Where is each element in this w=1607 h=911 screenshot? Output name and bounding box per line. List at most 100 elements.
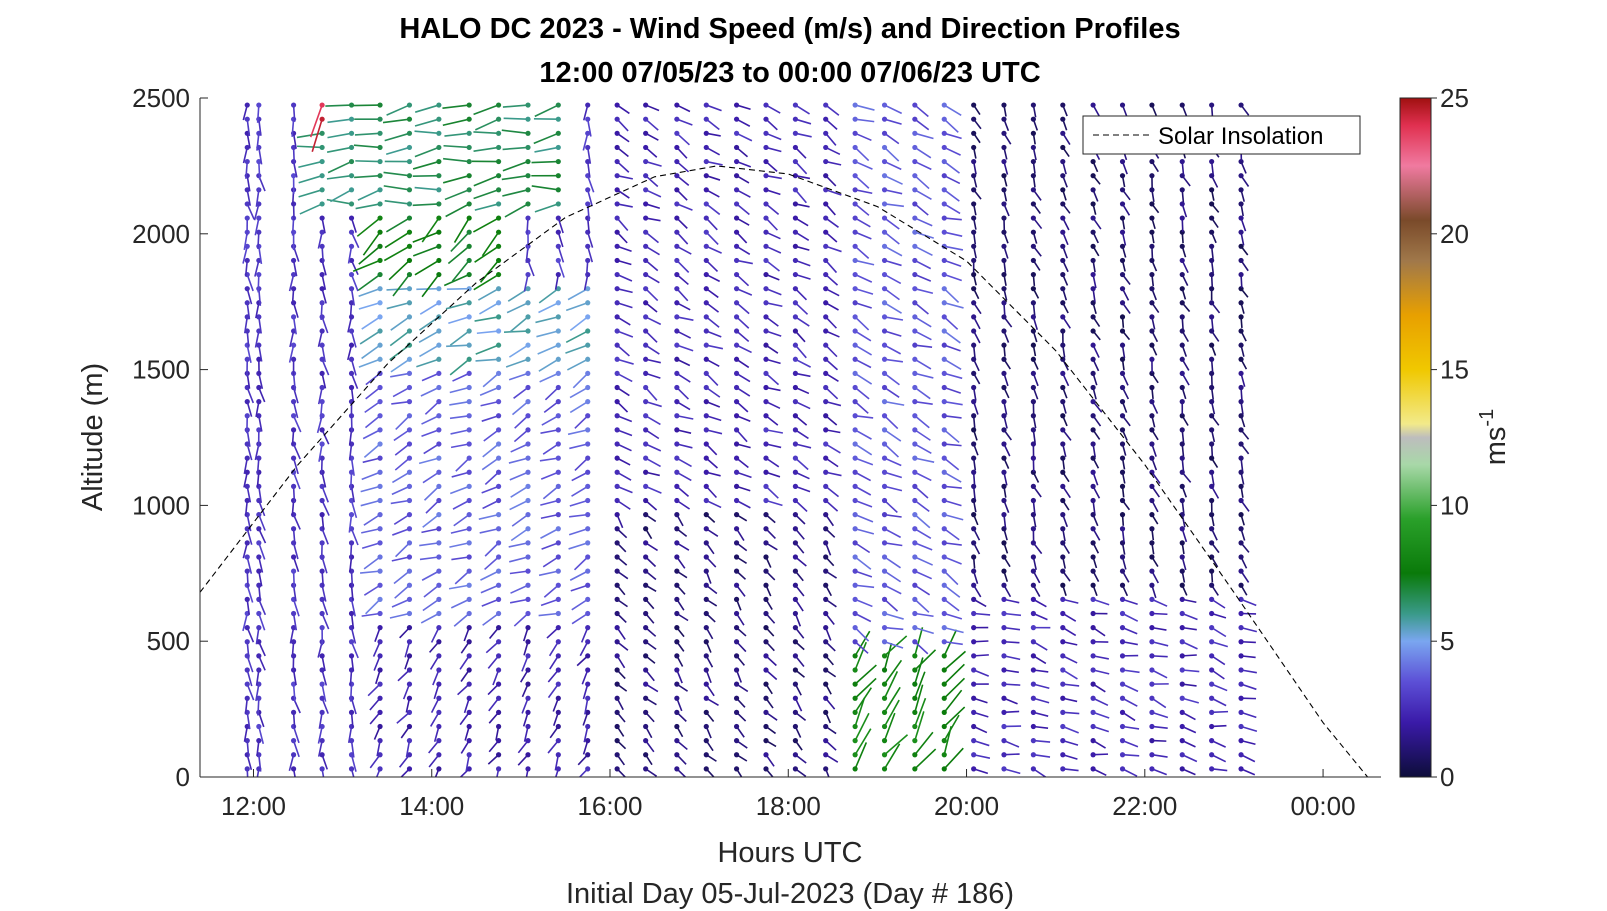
wind-barb-point [406, 102, 413, 108]
wind-barb-shaft [321, 613, 330, 630]
wind-barb-point [256, 102, 262, 108]
wind-barb-point [912, 667, 918, 673]
wind-barb-shaft [349, 669, 353, 686]
wind-barb-point [319, 144, 325, 151]
wind-barb-point [495, 413, 502, 419]
wind-barb-point [555, 653, 561, 659]
wind-barb-point [881, 229, 888, 235]
wind-barb-shaft [943, 457, 960, 471]
wind-barb-shaft [944, 513, 964, 521]
wind-barb-point [792, 526, 799, 532]
wind-barb-shaft [390, 358, 410, 373]
y-tick-label: 1500 [132, 355, 190, 385]
wind-barb-shaft [884, 372, 900, 386]
wind-barb-point [1001, 102, 1007, 108]
wind-barb-point [1060, 540, 1066, 546]
wind-barb-shaft [854, 429, 872, 440]
wind-barb-point [912, 441, 918, 447]
wind-barb-shaft [1182, 697, 1199, 704]
wind-barb-point [763, 540, 769, 546]
wind-barb-point [674, 709, 680, 715]
wind-barb-point [377, 201, 383, 207]
wind-barb-point [585, 512, 591, 518]
wind-barb-shaft [419, 302, 440, 315]
wind-barb-point [643, 158, 649, 165]
wind-barb-point [406, 243, 413, 249]
wind-barb-point [466, 582, 472, 588]
wind-barb-shaft [445, 302, 470, 310]
wind-barb-point [290, 257, 297, 264]
wind-barb-point [703, 158, 709, 165]
wind-barb-shaft [914, 259, 932, 270]
wind-barb-shaft [943, 146, 961, 156]
wind-barb-point [1030, 399, 1036, 405]
wind-barb-point [319, 568, 325, 574]
wind-barb-point [1001, 229, 1007, 235]
wind-barb-point [1238, 173, 1244, 179]
wind-barb-point [643, 187, 649, 193]
wind-barb-point [1090, 723, 1096, 730]
wind-barb-shaft [571, 598, 589, 611]
wind-barb-shaft [291, 429, 295, 446]
wind-barb-shaft [473, 273, 500, 291]
wind-barb-point [436, 723, 442, 730]
wind-barb-shaft [1181, 754, 1198, 763]
wind-barb-point [1209, 427, 1215, 433]
wind-barb-shaft [943, 386, 961, 394]
wind-barb-shaft [854, 687, 872, 713]
wind-barb-point [555, 356, 561, 362]
wind-barb-shaft [914, 584, 931, 596]
wind-barb-shaft [256, 105, 260, 123]
wind-barb-shaft [510, 528, 529, 542]
wind-barb-point [1238, 342, 1244, 348]
wind-barb-point [674, 130, 680, 136]
wind-barb-point [1149, 526, 1155, 532]
wind-barb-point [1001, 709, 1007, 715]
wind-barb-point [1119, 681, 1126, 687]
wind-barb-point [555, 144, 561, 151]
wind-barb-point [1090, 625, 1096, 631]
wind-barb-shaft [825, 146, 841, 156]
wind-barb-point [792, 695, 799, 701]
wind-barb-shaft [364, 415, 381, 429]
wind-barb-point [290, 639, 297, 645]
wind-barb-point [406, 596, 413, 602]
wind-barb-point [792, 158, 799, 165]
wind-barb-shaft [358, 302, 381, 310]
wind-barb-shaft [1003, 768, 1021, 775]
wind-barb-shaft [765, 429, 784, 434]
wind-barb-point [1179, 356, 1185, 362]
wind-barb-shaft [246, 599, 251, 615]
wind-barb-point [703, 271, 709, 278]
wind-barb-point [585, 243, 591, 249]
wind-barb-shaft [572, 372, 589, 389]
wind-barb-point [495, 427, 502, 433]
wind-barb-point [941, 766, 947, 772]
wind-barb-shaft [321, 585, 327, 602]
wind-barb-point [319, 116, 325, 122]
wind-barb-point [495, 201, 502, 207]
wind-barb-shaft [676, 259, 690, 273]
wind-barb-point [1060, 441, 1066, 447]
wind-barb-shaft [914, 649, 937, 671]
wind-barb-shaft [1032, 768, 1047, 777]
wind-barb-point [555, 215, 561, 221]
wind-barb-point [1238, 512, 1244, 518]
wind-barb-shaft [765, 203, 780, 216]
wind-barb-point [852, 554, 858, 560]
wind-barb-point [643, 766, 649, 772]
wind-barb-shaft [350, 288, 356, 306]
wind-barb-shaft [914, 542, 933, 551]
wind-barb-point [555, 540, 561, 546]
wind-barb-point [1001, 738, 1007, 744]
wind-barb-shaft [705, 118, 720, 131]
wind-barb-shaft [255, 683, 260, 702]
wind-barb-shaft [246, 203, 255, 220]
wind-barb-point [881, 596, 888, 602]
x-tick-label: 12:00 [221, 791, 286, 821]
wind-barb-point [1060, 681, 1066, 687]
wind-barb-point [881, 695, 888, 701]
wind-barb-point [1149, 681, 1155, 687]
wind-barb-shaft [884, 231, 900, 245]
